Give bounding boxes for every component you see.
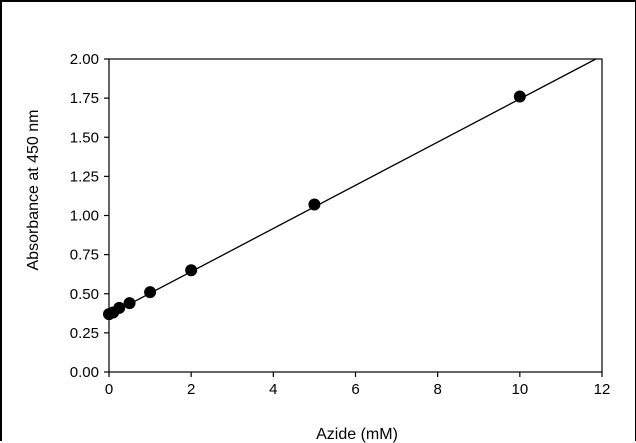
- x-tick-label: 8: [433, 381, 441, 398]
- data-point: [185, 264, 198, 277]
- x-tick-label: 6: [351, 381, 359, 398]
- y-tick-label: 1.25: [70, 168, 99, 185]
- x-tick-label: 4: [269, 381, 277, 398]
- y-tick-label: 0.75: [70, 247, 99, 264]
- plot-area-border: [108, 58, 603, 373]
- y-tick-label: 0.50: [70, 286, 99, 303]
- axes: [108, 58, 603, 373]
- y-tick-label: 1.50: [70, 129, 99, 146]
- x-tick-label: 0: [105, 381, 113, 398]
- tick-labels: 0 2 4 6 8 10 12 0.00 0.25 0.50 0.75 1.00 1.25 1.50 1.7…: [70, 51, 611, 398]
- x-axis-title: Azide (mM): [316, 426, 398, 443]
- x-tick-label: 2: [187, 381, 195, 398]
- y-tick-label: 0.00: [70, 364, 99, 381]
- data-point: [144, 286, 157, 299]
- x-tick-label: 10: [511, 381, 528, 398]
- data-point: [308, 198, 321, 211]
- y-axis-title: Absorbance at 450 nm: [25, 110, 42, 271]
- y-tick-label: 1.00: [70, 208, 99, 225]
- y-tick-label: 1.75: [70, 90, 99, 107]
- data-point: [123, 297, 136, 310]
- y-tick-label: 0.25: [70, 325, 99, 342]
- tick-marks: [104, 58, 603, 377]
- data-point: [513, 90, 526, 103]
- x-tick-label: 12: [594, 381, 611, 398]
- y-tick-label: 2.00: [70, 51, 99, 68]
- data-points: [103, 90, 526, 321]
- data-point: [113, 301, 126, 314]
